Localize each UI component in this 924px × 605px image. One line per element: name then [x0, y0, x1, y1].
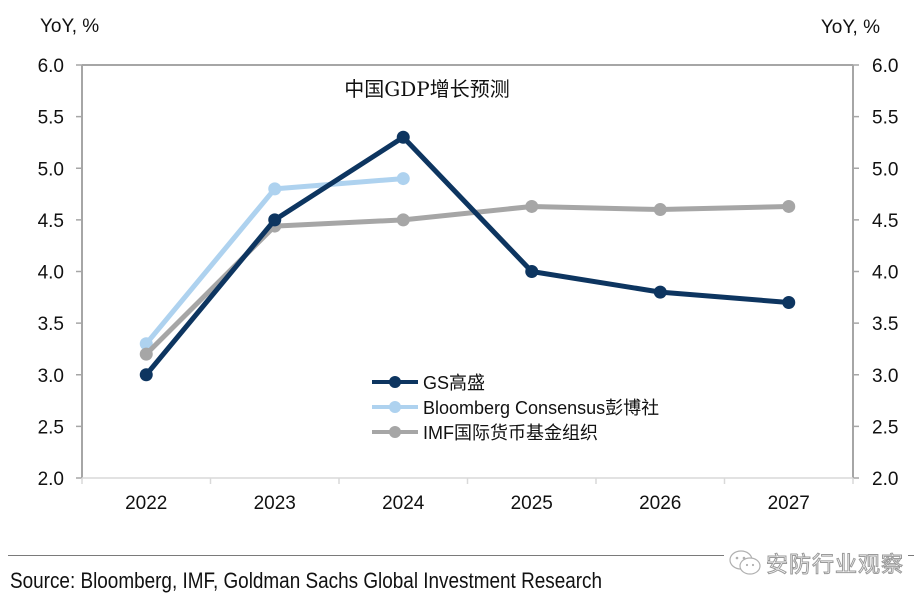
x-tick-label: 2025	[511, 493, 553, 514]
data-point-imf	[653, 203, 667, 217]
legend: GS高盛 Bloomberg Consensus彭博社 IMF国际货币基金组织	[372, 373, 659, 443]
legend-item-bloomberg: Bloomberg Consensus彭博社	[372, 398, 659, 418]
x-tick-label: 2022	[125, 493, 167, 514]
data-point-imf	[139, 347, 153, 361]
x-ticks: 2022 2023 2024 2025 2026 2027	[81, 478, 854, 514]
legend-marker-imf	[389, 426, 401, 438]
y-tick-label-right: 5.0	[872, 159, 898, 180]
legend-label-imf: IMF国际货币基金组织	[423, 423, 598, 443]
series-bloomberg	[139, 172, 410, 351]
x-tick-label: 2024	[382, 493, 425, 514]
legend-label-bloomberg: Bloomberg Consensus彭博社	[423, 398, 659, 418]
y-tick-label-left: 6.0	[38, 56, 64, 77]
source-divider	[8, 555, 914, 556]
y-tick-label-right: 4.0	[872, 263, 898, 284]
data-point-gs	[782, 295, 796, 309]
y-tick-label-left: 5.0	[38, 159, 64, 180]
y-tick-label-right: 3.5	[872, 314, 898, 335]
y-tick-label-left: 5.5	[38, 108, 64, 129]
y-ticks-right: 2.0 2.5 3.0 3.5 4.0 4.5 5.0 5.5 6.0	[853, 56, 898, 490]
data-point-bloomberg	[268, 182, 282, 196]
series-line-gs	[143, 134, 792, 378]
legend-item-gs: GS高盛	[372, 373, 485, 393]
y-tick-label-right: 2.0	[872, 469, 898, 490]
data-point-gs	[139, 368, 153, 382]
y-tick-label-right: 2.5	[872, 417, 898, 438]
series-gs	[139, 130, 796, 382]
data-point-gs	[268, 213, 282, 227]
x-tick-label: 2027	[768, 493, 810, 514]
y-tick-label-right: 6.0	[872, 56, 898, 77]
legend-marker-gs	[389, 376, 401, 388]
y-tick-label-left: 4.0	[38, 263, 64, 284]
x-tick-label: 2023	[254, 493, 296, 514]
y-axis-unit-right: YoY, %	[821, 17, 880, 38]
series-layer	[139, 130, 796, 382]
x-tick-label: 2026	[639, 493, 681, 514]
data-point-gs	[525, 265, 539, 278]
chart-title: 中国GDP增长预测	[344, 77, 509, 101]
data-point-bloomberg	[396, 172, 410, 186]
y-tick-label-right: 5.5	[872, 108, 898, 129]
y-tick-label-right: 3.0	[872, 366, 898, 387]
y-tick-label-left: 3.0	[38, 366, 64, 387]
source-note: Source: Bloomberg, IMF, Goldman Sachs Gl…	[10, 568, 603, 593]
y-axis-unit-left: YoY, %	[40, 16, 99, 37]
y-tick-label-left: 4.5	[38, 211, 64, 232]
data-point-imf	[396, 213, 410, 227]
y-tick-label-right: 4.5	[872, 211, 898, 232]
data-point-imf	[525, 199, 539, 213]
legend-marker-bloomberg	[389, 401, 401, 413]
legend-label-gs: GS高盛	[423, 373, 485, 393]
watermark: 安防行业观察	[724, 545, 909, 581]
series-imf	[139, 199, 796, 361]
data-point-gs	[396, 130, 410, 144]
y-ticks-left: 2.0 2.5 3.0 3.5 4.0 4.5 5.0 5.5 6.0	[38, 56, 82, 490]
y-tick-label-left: 3.5	[38, 314, 64, 335]
data-point-bloomberg	[139, 337, 153, 351]
wechat-icon	[729, 550, 761, 575]
data-point-gs	[653, 285, 667, 299]
y-tick-label-left: 2.5	[38, 417, 64, 438]
watermark-text: 安防行业观察	[765, 553, 905, 579]
y-tick-label-left: 2.0	[38, 469, 64, 490]
legend-item-imf: IMF国际货币基金组织	[372, 423, 598, 443]
data-point-imf	[782, 199, 796, 213]
gdp-forecast-chart: YoY, % YoY, % 2.0 2.5 3.0 3.5 4.0 4.5 5.0 5.5 6.…	[38, 16, 899, 514]
